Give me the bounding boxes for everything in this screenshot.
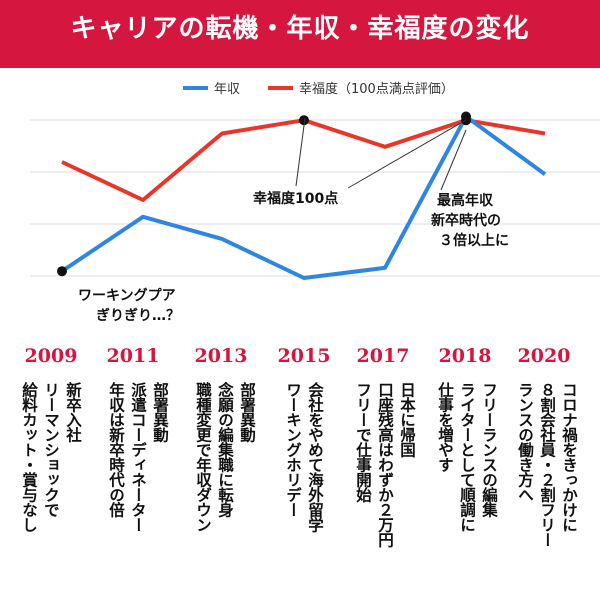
annotation-happy100-text: 幸福度100点: [253, 190, 338, 207]
year-label: 2013: [194, 345, 248, 367]
event-line: 部署異動: [238, 382, 256, 442]
legend-salary-label: 年収: [214, 82, 240, 97]
event-2018: フリーランスの編集 ライターとして順調に 仕事を増やす: [436, 382, 498, 532]
title-banner: キャリアの転機・年収・幸福度の変化: [0, 0, 600, 68]
event-line: ８割会社員・２割フリー: [538, 382, 556, 547]
year-label: 2017: [356, 345, 410, 367]
leader-line: [295, 117, 306, 187]
legend-happiness-label: 幸福度（100点満点評価）: [299, 81, 454, 97]
event-line: 念願の編集職に転身: [216, 382, 234, 517]
legend: 年収 幸福度（100点満点評価）: [183, 81, 454, 97]
event-line: ワーキングホリデー: [284, 382, 302, 517]
event-line: ランスの働き方へ: [516, 382, 534, 502]
annotation-leaders: [295, 117, 467, 191]
year-label: 2020: [517, 345, 571, 367]
annotation-max-line2: 新卒時代の: [431, 212, 501, 229]
event-2013: 部署異動 念願の編集職に転身 職種変更で年収ダウン: [194, 382, 256, 532]
event-line: 派遣コーディネーター: [129, 382, 147, 532]
career-chart: 年収 幸福度（100点満点評価） ワーキングプア ぎりぎり…？ 幸福度100点 …: [30, 81, 600, 324]
year-row: 2009 2011 2013 2015 2017 2018 2020: [0, 345, 600, 375]
event-line: フリーランスの編集: [480, 382, 498, 517]
event-line: 職種変更で年収ダウン: [194, 382, 212, 532]
event-line: コロナ禍をきっかけに: [560, 382, 578, 532]
event-line: 仕事を増やす: [436, 382, 454, 472]
leader-line: [347, 119, 467, 189]
event-2009: 新卒入社 リーマンショックで 給料カット・賞与なし: [20, 382, 82, 532]
marker-salary-2018: [461, 111, 471, 122]
event-2011: 部署異動 派遣コーディネーター 年収は新卒時代の倍: [107, 382, 169, 532]
event-line: 給料カット・賞与なし: [20, 382, 38, 532]
event-line: ライターとして順調に: [458, 382, 476, 532]
annotation-max: 最高年収 新卒時代の ３倍以上に: [431, 192, 509, 249]
year-label: 2011: [106, 345, 160, 367]
marker-salary-2009: [57, 266, 67, 277]
event-line: 口座残高はわずか２万円: [376, 382, 394, 547]
event-2015: 会社をやめて海外留学 ワーキングホリデー: [284, 382, 324, 532]
year-label: 2015: [277, 345, 331, 367]
annotation-max-line3: ３倍以上に: [439, 232, 509, 249]
marker-happiness-2015: [299, 115, 309, 126]
annotation-low: ワーキングプア ぎりぎり…？: [78, 287, 180, 324]
event-line: リーマンショックで: [42, 382, 60, 517]
annotation-low-line2: ぎりぎり…？: [96, 307, 180, 324]
event-line: 日本に帰国: [398, 382, 416, 457]
event-2020: コロナ禍をきっかけに ８割会社員・２割フリー ランスの働き方へ: [516, 382, 578, 547]
page-title: キャリアの転機・年収・幸福度の変化: [70, 14, 530, 44]
annotation-happy100: 幸福度100点: [253, 190, 338, 207]
year-label: 2018: [438, 345, 492, 367]
annotation-low-line1: ワーキングプア: [78, 287, 176, 304]
event-line: 会社をやめて海外留学: [306, 382, 324, 532]
year-label: 2009: [24, 345, 78, 367]
annotation-max-line1: 最高年収: [437, 192, 494, 209]
event-2017: 日本に帰国 口座残高はわずか２万円 フリーで仕事開始: [354, 382, 416, 547]
leader-line: [440, 129, 467, 191]
event-line: フリーで仕事開始: [354, 382, 372, 502]
event-line: 新卒入社: [64, 382, 82, 442]
event-line: 部署異動: [151, 382, 169, 442]
event-line: 年収は新卒時代の倍: [107, 382, 125, 517]
